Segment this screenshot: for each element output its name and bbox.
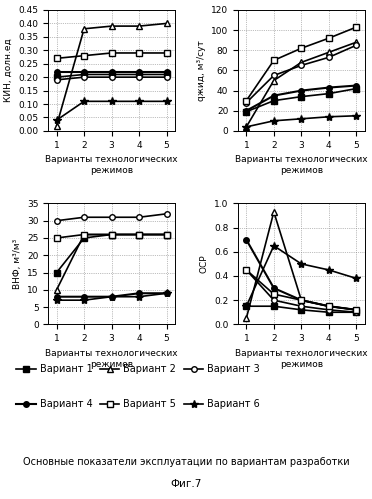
X-axis label: Варианты технологических
режимов: Варианты технологических режимов bbox=[235, 349, 368, 369]
Y-axis label: ВНФ, м³/м³: ВНФ, м³/м³ bbox=[13, 239, 22, 289]
X-axis label: Варианты технологических
режимов: Варианты технологических режимов bbox=[45, 155, 178, 175]
Y-axis label: ОСР: ОСР bbox=[199, 254, 208, 273]
X-axis label: Варианты технологических
режимов: Варианты технологических режимов bbox=[45, 349, 178, 369]
Y-axis label: qжид, м³/сут: qжид, м³/сут bbox=[196, 40, 206, 101]
Y-axis label: КИН, долн.ед: КИН, долн.ед bbox=[4, 38, 13, 102]
X-axis label: Варианты технологических
режимов: Варианты технологических режимов bbox=[235, 155, 368, 175]
Text: Фиг.7: Фиг.7 bbox=[170, 479, 202, 489]
Legend: Вариант 4, Вариант 5, Вариант 6: Вариант 4, Вариант 5, Вариант 6 bbox=[12, 395, 264, 413]
Text: Основные показатели эксплуатации по вариантам разработки: Основные показатели эксплуатации по вари… bbox=[23, 457, 349, 467]
Legend: Вариант 1, Вариант 2, Вариант 3: Вариант 1, Вариант 2, Вариант 3 bbox=[12, 360, 264, 378]
